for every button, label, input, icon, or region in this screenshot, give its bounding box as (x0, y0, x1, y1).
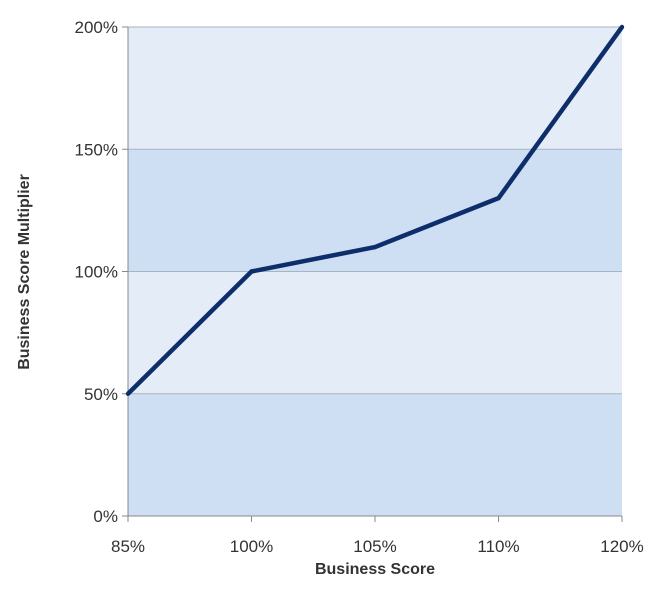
y-tick-label: 100% (75, 263, 118, 282)
x-tick-label: 85% (111, 537, 145, 556)
gridlines (128, 26, 622, 395)
y-tick-label: 200% (75, 18, 118, 37)
y-tick-label: 50% (84, 385, 118, 404)
data-point (249, 269, 254, 274)
x-tick-label: 100% (230, 537, 273, 556)
data-point (496, 195, 501, 201)
x-axis-ticks: 85% 100% 105% 110% 120% (111, 516, 644, 556)
series-group (125, 24, 625, 396)
background-band (128, 149, 622, 272)
y-tick-label: 0% (93, 507, 118, 526)
x-tick-label: 105% (353, 537, 396, 556)
y-tick-label: 150% (75, 140, 118, 159)
x-tick-label: 120% (600, 537, 643, 556)
x-axis-title: Business Score (315, 561, 435, 578)
data-point (372, 244, 378, 250)
background-band (128, 393, 622, 516)
x-tick-label: 110% (477, 537, 519, 556)
y-axis-ticks: 0% 50% 100% 150% 200% (75, 18, 128, 526)
background-bands (128, 27, 622, 516)
background-band (128, 271, 622, 394)
background-band (128, 27, 622, 150)
data-point (125, 391, 131, 396)
y-axis-title: Business Score Multiplier (16, 174, 33, 370)
data-point (619, 24, 625, 30)
